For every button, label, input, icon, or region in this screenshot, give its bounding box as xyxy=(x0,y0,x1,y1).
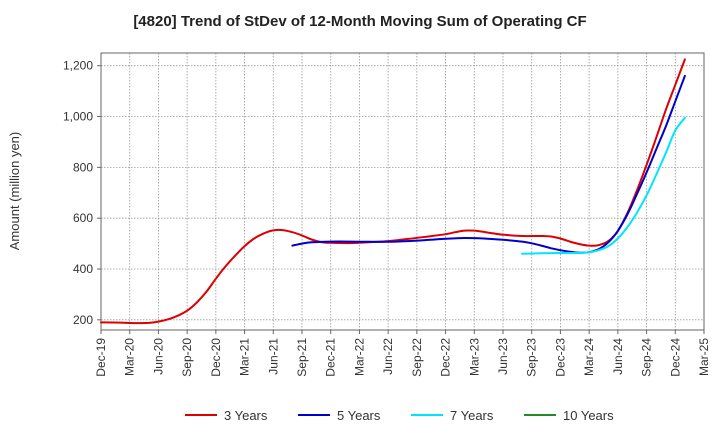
x-tick-label-15: Sep-23 xyxy=(525,338,539,377)
legend-label-1: 5 Years xyxy=(337,408,381,423)
legend-label-3: 10 Years xyxy=(563,408,614,423)
x-tick-label-3: Sep-20 xyxy=(180,338,194,377)
series-line-1 xyxy=(291,74,686,254)
x-tick-label-16: Dec-23 xyxy=(553,338,567,377)
y-tick-label-1: 400 xyxy=(73,262,93,276)
series-layer xyxy=(100,58,686,325)
x-tick-label-18: Jun-24 xyxy=(611,338,625,375)
chart-title: [4820] Trend of StDev of 12-Month Moving… xyxy=(133,13,587,30)
legend-label-2: 7 Years xyxy=(450,408,494,423)
x-tick-label-20: Dec-24 xyxy=(668,338,682,377)
y-tick-label-4: 1,000 xyxy=(63,110,93,124)
legend-label-0: 3 Years xyxy=(224,408,268,423)
series-line-2 xyxy=(521,116,686,255)
x-tick-label-0: Dec-19 xyxy=(94,338,108,377)
y-tick-label-2: 600 xyxy=(73,211,93,225)
x-tick-label-1: Mar-20 xyxy=(123,338,137,376)
x-tick-label-17: Mar-24 xyxy=(582,338,596,376)
x-tick-label-19: Sep-24 xyxy=(640,338,654,377)
x-tick-label-14: Jun-23 xyxy=(496,338,510,375)
y-tick-label-5: 1,200 xyxy=(63,59,93,73)
plot-frame xyxy=(100,52,705,331)
y-axis: 200 400 600 800 1,000 1,200 xyxy=(63,59,101,327)
y-tick-label-0: 200 xyxy=(73,313,93,327)
x-tick-label-12: Dec-22 xyxy=(439,338,453,377)
legend: 3 Years 5 Years 7 Years 10 Years xyxy=(185,408,614,423)
y-tick-label-3: 800 xyxy=(73,160,93,174)
x-tick-label-6: Jun-21 xyxy=(266,338,280,375)
grid-layer xyxy=(100,53,705,330)
series-line-0 xyxy=(100,58,686,325)
x-tick-label-21: Mar-25 xyxy=(697,338,711,376)
x-tick-label-7: Sep-21 xyxy=(295,338,309,377)
x-tick-label-9: Mar-22 xyxy=(352,338,366,376)
x-tick-label-10: Jun-22 xyxy=(381,338,395,375)
y-axis-label: Amount (million yen) xyxy=(7,132,22,251)
x-tick-label-8: Dec-21 xyxy=(324,338,338,377)
x-tick-label-2: Jun-20 xyxy=(151,338,165,375)
x-tick-label-11: Sep-22 xyxy=(410,338,424,377)
x-tick-label-5: Mar-21 xyxy=(238,338,252,376)
x-axis: Dec-19 Mar-20 Jun-20 Sep-20 Dec-20 Mar-21 Jun-… xyxy=(94,330,711,377)
x-tick-label-13: Mar-23 xyxy=(467,338,481,376)
x-tick-label-4: Dec-20 xyxy=(209,338,223,377)
